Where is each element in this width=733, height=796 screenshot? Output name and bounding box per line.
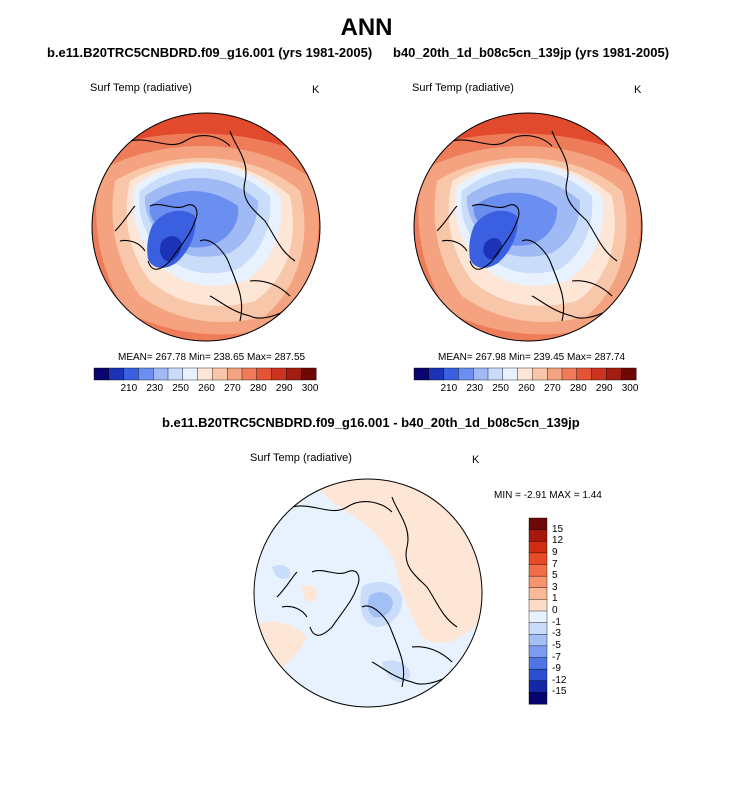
diff-colorbar-tick-label: 15 [552, 523, 564, 535]
diff-colorbar-swatch [528, 599, 548, 612]
diff-colorbar-tick-label: 7 [552, 558, 558, 570]
diff-colorbar-swatch [528, 564, 548, 577]
right-colorbar-tick-label: 230 [466, 383, 484, 394]
diff-colorbar-tick-label: 9 [552, 546, 558, 558]
right-colorbar-swatch [487, 367, 504, 381]
diff-colorbar-tick-label: -3 [552, 628, 561, 640]
diff-colorbar-ticks: 15 12 9 7 5 3 1 0 -1 -3 -5 -7 -9 -12 -15 [552, 518, 592, 704]
right-colorbar-ticks: 210 230 250 260 270 280 290 300 [414, 383, 638, 397]
left-units-label: K [312, 84, 320, 96]
figure-title: ANN [340, 14, 393, 41]
left-colorbar-tick-label: 230 [146, 383, 164, 394]
diff-colorbar-swatch [528, 541, 548, 554]
diff-colorbar-swatch [528, 680, 548, 693]
left-colorbar-swatch [271, 367, 287, 381]
diff-colorbar-swatch [528, 587, 548, 600]
left-colorbar-tick-label: 270 [224, 383, 241, 394]
left-colorbar-tick-label: 250 [172, 383, 189, 394]
diff-colorbar [528, 517, 548, 705]
right-colorbar-swatch [546, 367, 563, 381]
left-polar-map [91, 112, 321, 342]
diff-colorbar-tick-label: 12 [552, 535, 564, 547]
diff-colorbar-tick-label: 3 [552, 581, 558, 593]
right-colorbar-swatch [620, 367, 637, 381]
right-colorbar-swatch [561, 367, 578, 381]
diff-colorbar-swatch [528, 552, 548, 566]
left-colorbar-swatch [153, 367, 169, 381]
left-variable-label: Surf Temp (radiative) [90, 82, 192, 94]
right-colorbar-swatch [576, 367, 593, 381]
left-colorbar-tick-label: 210 [120, 383, 138, 394]
right-stats: MEAN= 267.98 Min= 239.45 Max= 287.74 [438, 352, 626, 363]
left-colorbar-swatch [197, 367, 213, 381]
right-colorbar-swatch [443, 367, 459, 381]
right-colorbar-tick-label: 260 [518, 383, 535, 394]
right-variable-label: Surf Temp (radiative) [412, 82, 514, 94]
right-units-label: K [634, 84, 642, 96]
diff-panel-title: b.e11.B20TRC5CNBDRD.f09_g16.001 - b40_20… [162, 415, 580, 430]
left-colorbar [93, 367, 317, 381]
left-colorbar-tick-label: 280 [249, 383, 267, 394]
right-colorbar-swatch [502, 367, 519, 381]
right-polar-map [413, 112, 643, 342]
left-colorbar-swatch [167, 367, 184, 381]
diff-colorbar-swatch [528, 645, 548, 659]
right-colorbar [413, 367, 637, 381]
diff-colorbar-swatch [528, 517, 548, 531]
diff-polar-map [253, 478, 483, 708]
diff-units-label: K [472, 454, 480, 466]
left-colorbar-swatch [212, 367, 228, 381]
diff-colorbar-tick-label: -7 [552, 651, 561, 663]
diff-colorbar-tick-label: -15 [552, 686, 567, 698]
diff-colorbar-tick-label: 1 [552, 593, 558, 605]
left-colorbar-swatch [286, 367, 302, 381]
right-colorbar-tick-label: 300 [621, 383, 639, 394]
left-colorbar-swatch [93, 367, 110, 381]
right-colorbar-swatch [532, 367, 548, 381]
left-colorbar-tick-label: 260 [198, 383, 215, 394]
diff-variable-label: Surf Temp (radiative) [250, 452, 352, 464]
diff-colorbar-swatch [528, 529, 548, 542]
diff-colorbar-tick-label: 0 [552, 605, 558, 616]
right-colorbar-tick-label: 290 [595, 383, 613, 394]
left-colorbar-swatch [123, 367, 139, 381]
left-colorbar-swatch [226, 367, 243, 381]
left-colorbar-tick-label: 300 [301, 383, 319, 394]
diff-colorbar-tick-label: 5 [552, 570, 558, 582]
diff-colorbar-tick-label: -12 [552, 674, 567, 686]
diff-colorbar-swatch [528, 575, 548, 589]
left-stats: MEAN= 267.78 Min= 238.65 Max= 287.55 [118, 352, 306, 363]
right-colorbar-swatch [458, 367, 474, 381]
left-colorbar-swatch [108, 367, 125, 381]
right-colorbar-swatch [473, 367, 489, 381]
diff-colorbar-swatch [528, 622, 548, 635]
diff-colorbar-tick-label: -9 [552, 663, 561, 675]
left-colorbar-swatch [300, 367, 317, 381]
right-colorbar-swatch [413, 367, 430, 381]
diff-colorbar-swatch [528, 657, 548, 670]
diff-colorbar-swatch [528, 692, 548, 705]
diff-colorbar-swatch [528, 668, 548, 682]
right-colorbar-swatch [428, 367, 445, 381]
left-panel-title: b.e11.B20TRC5CNBDRD.f09_g16.001 (yrs 198… [47, 45, 373, 60]
diff-colorbar-swatch [528, 634, 548, 647]
right-colorbar-tick-label: 210 [440, 383, 458, 394]
diff-stats: MIN = -2.91 MAX = 1.44 [494, 490, 602, 501]
right-colorbar-tick-label: 280 [569, 383, 587, 394]
left-colorbar-ticks: 210 230 250 260 270 280 290 300 [94, 383, 318, 397]
right-colorbar-swatch [591, 367, 607, 381]
diff-colorbar-tick-label: -1 [552, 616, 561, 628]
left-colorbar-swatch [138, 367, 154, 381]
right-panel-title: b40_20th_1d_b08c5cn_139jp (yrs 1981-2005… [393, 45, 670, 60]
diff-colorbar-swatch [528, 610, 548, 624]
diff-colorbar-tick-label: -5 [552, 639, 561, 651]
right-colorbar-swatch [606, 367, 622, 381]
right-colorbar-tick-label: 270 [544, 383, 561, 394]
right-colorbar-swatch [517, 367, 533, 381]
left-colorbar-tick-label: 290 [275, 383, 293, 394]
right-colorbar-tick-label: 250 [492, 383, 509, 394]
left-colorbar-swatch [182, 367, 199, 381]
left-colorbar-swatch [241, 367, 258, 381]
left-colorbar-swatch [256, 367, 273, 381]
